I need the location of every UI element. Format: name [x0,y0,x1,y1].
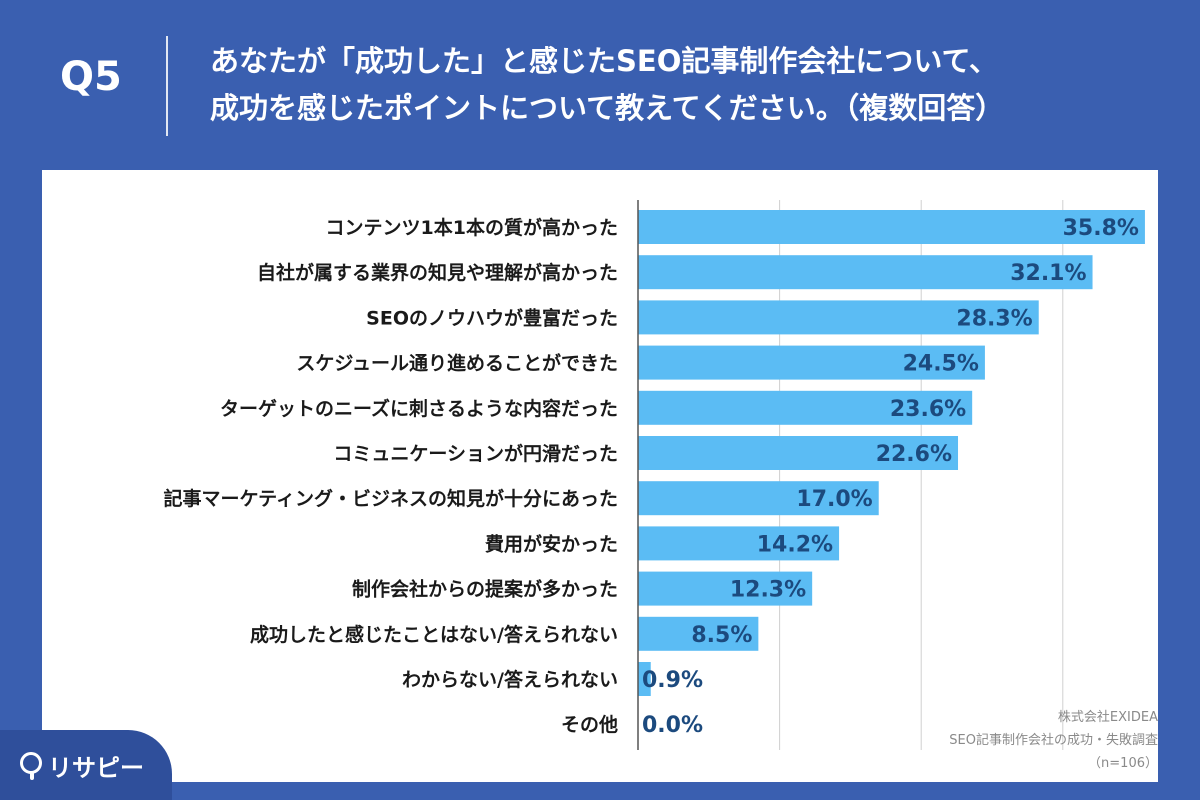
header: Q5 あなたが「成功した」と感じたSEO記事制作会社について、 成功を感じたポイ… [0,0,1200,168]
value-label: 0.0% [642,713,703,738]
source-survey: SEO記事制作会社の成功・失敗調査 [949,733,1158,748]
category-label: その他 [561,713,618,736]
question-title-line-1: あなたが「成功した」と感じたSEO記事制作会社について、 [210,44,999,78]
bar [638,662,651,696]
brand-logo: リサピー [0,730,172,800]
category-label: 成功したと感じたことはない/答えられない [250,623,618,646]
value-label: 22.6% [876,442,952,467]
question-title-line-2: 成功を感じたポイントについて教えてください。（複数回答） [210,91,1005,125]
chart-panel: コンテンツ1本1本の質が高かった 35.8% 自社が属する業界の知見や理解が高かった… [42,170,1158,782]
bar [638,571,813,606]
bar [638,481,879,516]
bar [638,390,973,425]
category-label: 自社が属する業界の知見や理解が高かった [257,261,618,284]
value-label: 14.2% [757,532,833,557]
bar [638,616,759,651]
source-sample-size: （n=106） [1088,756,1158,771]
header-divider [166,36,168,136]
category-label: コミュニケーションが円滑だった [333,442,618,465]
bar [638,526,840,561]
bar [638,300,1039,335]
category-label: SEOのノウハウが豊富だった [366,306,618,329]
source-company: 株式会社EXIDEA [1057,710,1158,725]
bar-chart: コンテンツ1本1本の質が高かった 35.8% 自社が属する業界の知見や理解が高かった… [164,200,1145,750]
bar [638,345,985,380]
value-label: 0.9% [642,668,703,693]
pin-icon [20,752,42,780]
category-label: わからない/答えられない [402,668,618,691]
value-label: 12.3% [730,578,806,603]
bar [638,255,1093,290]
category-label: 記事マーケティング・ビジネスの知見が十分にあった [164,487,618,510]
category-label: 費用が安かった [485,532,618,555]
value-label: 17.0% [796,487,872,512]
value-label: 32.1% [1010,261,1086,286]
source-note: 株式会社EXIDEA SEO記事制作会社の成功・失敗調査 （n=106） [858,706,1158,775]
category-label: スケジュール通り進めることができた [296,352,618,375]
category-label: 制作会社からの提案が多かった [352,578,618,601]
value-label: 24.5% [903,352,979,377]
value-label: 35.8% [1063,216,1139,241]
value-label: 8.5% [691,623,752,648]
question-number: Q5 [60,54,122,100]
category-label: ターゲットのニーズに刺さるような内容だった [220,397,618,420]
category-label: コンテンツ1本1本の質が高かった [326,216,618,239]
bar [638,436,959,470]
brand-logo-text: リサピー [48,754,144,782]
question-title: あなたが「成功した」と感じたSEO記事制作会社について、 成功を感じたポイントに… [210,38,1170,132]
bar [638,210,1145,244]
value-label: 28.3% [956,306,1032,331]
value-label: 23.6% [890,397,966,422]
